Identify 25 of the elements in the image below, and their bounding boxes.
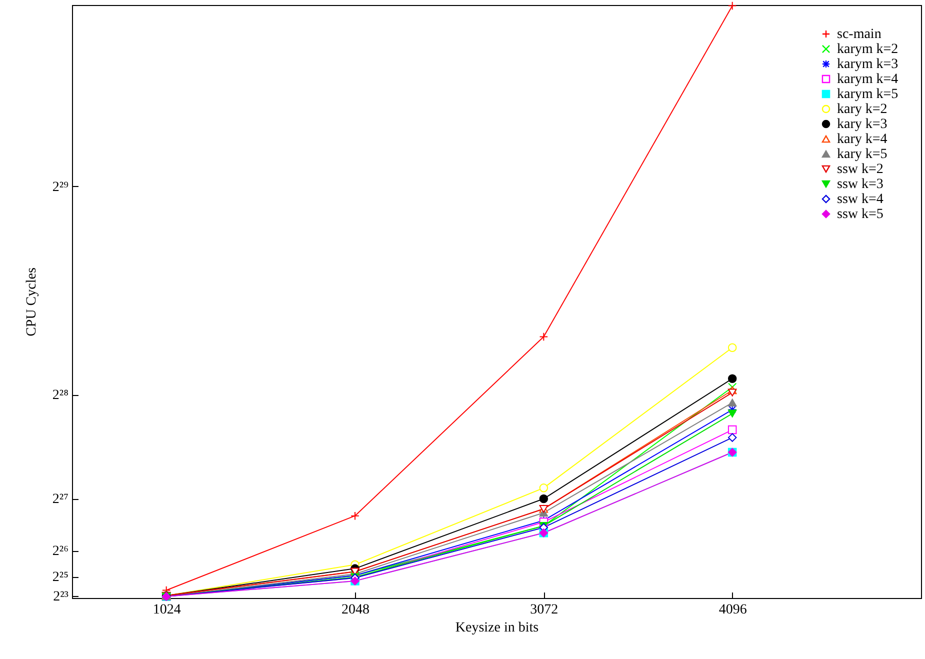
legend-label: kary k=5	[837, 147, 888, 162]
legend-label: ssw k=5	[837, 207, 884, 222]
legend-label: karym k=3	[837, 57, 898, 72]
legend-label: kary k=2	[837, 102, 888, 117]
legend-label: sc-main	[837, 27, 882, 42]
y-tick-label: 2²⁵	[52, 570, 69, 586]
x-tick-label: 2048	[342, 602, 370, 618]
legend-label: karym k=5	[837, 87, 898, 102]
legend-label: ssw k=4	[837, 192, 884, 207]
y-tick-label: 2²⁹	[52, 180, 69, 195]
legend-label: karym k=2	[837, 42, 898, 57]
y-tick-label: 2²⁸	[52, 388, 69, 404]
x-tick-label: 3072	[530, 602, 558, 618]
legend-label: ssw k=3	[837, 177, 884, 192]
x-tick-label: 1024	[152, 602, 181, 618]
y-tick-label: 2²⁶	[52, 544, 69, 560]
y-tick-label: 2²⁷	[52, 492, 69, 508]
x-tick-label: 4096	[718, 602, 747, 618]
legend-label: kary k=4	[837, 132, 888, 147]
x-axis-title: Keysize in bits	[455, 620, 539, 636]
legend-label: karym k=4	[837, 72, 898, 87]
legend-label: kary k=3	[837, 117, 888, 132]
y-tick-label: 2²³	[53, 590, 68, 605]
legend-label: ssw k=2	[837, 162, 884, 177]
y-axis-title: CPU Cycles	[24, 268, 40, 336]
